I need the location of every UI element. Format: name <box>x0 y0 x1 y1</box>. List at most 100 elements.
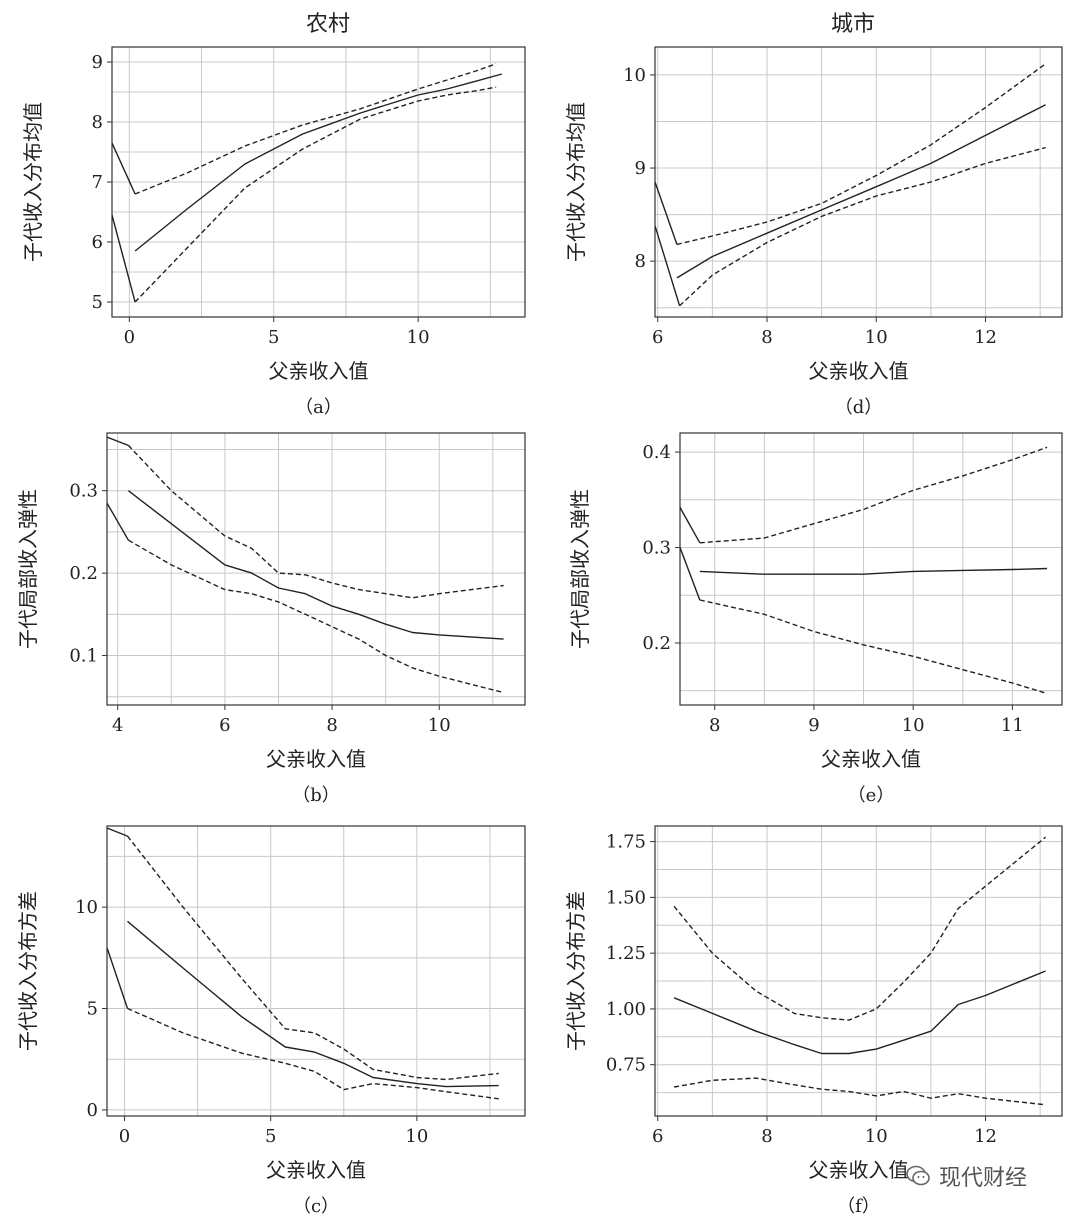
y-axis-label: 子代收入分布方差 <box>564 891 588 1051</box>
x-tick-label: 10 <box>865 1126 888 1147</box>
x-tick-label: 5 <box>265 1126 276 1147</box>
x-tick-label: 0 <box>119 1126 130 1147</box>
y-tick-label: 9 <box>635 158 646 179</box>
estimate-line-4 <box>655 225 681 307</box>
estimate-line-4 <box>107 502 130 541</box>
gridlines <box>655 47 1062 317</box>
y-tick-label: 0.3 <box>642 538 671 559</box>
panel-caption: （d） <box>835 397 883 418</box>
x-tick-label: 4 <box>112 715 123 736</box>
y-tick-label: 0.4 <box>642 442 671 463</box>
y-tick-label: 9 <box>92 52 103 73</box>
panel-caption: （c） <box>293 1196 339 1217</box>
y-tick-label: 0.3 <box>69 481 98 502</box>
x-tick-label: 9 <box>808 715 819 736</box>
estimate-line-0 <box>127 920 499 1088</box>
panel-f: 6 8 10 12 0.75 1.00 1.25 1.50 1.75 父亲收入值 子代收入分布方差 （… <box>564 825 1063 1217</box>
wechat-icon <box>906 1165 930 1186</box>
x-tick-label: 10 <box>902 715 925 736</box>
x-tick-label: 8 <box>761 327 772 348</box>
x-tick-label: 6 <box>652 327 663 348</box>
plot-frame <box>654 825 1063 1117</box>
gridlines <box>107 826 525 1116</box>
x-tick-label: 11 <box>1001 715 1024 736</box>
confidence-band-line-1 <box>126 835 499 1081</box>
panel-caption: （e） <box>848 785 895 806</box>
panel-c: 0 5 10 0 5 10 父亲收入值 子代收入分布方差 （c） <box>16 825 526 1217</box>
panel-d: 6 8 10 12 8 9 10 父亲收入值 子代收入分布均值 （d） <box>564 46 1063 418</box>
y-axis-label: 子代收入分布均值 <box>564 102 588 262</box>
estimate-line-4 <box>112 214 136 303</box>
y-axis-label: 子代局部收入弹性 <box>16 489 40 649</box>
x-tick-label: 8 <box>709 715 720 736</box>
x-tick-label: 6 <box>219 715 230 736</box>
x-axis-label: 父亲收入值 <box>809 359 909 383</box>
y-tick-label: 0.2 <box>69 563 98 584</box>
y-axis-label: 子代收入分布方差 <box>16 891 40 1051</box>
x-tick-label: 12 <box>974 327 997 348</box>
column-title-urban: 城市 <box>831 12 875 37</box>
confidence-band-line-1 <box>134 63 497 195</box>
estimate-line-3 <box>112 142 136 195</box>
y-tick-label: 0.2 <box>642 633 671 654</box>
axis-ticks: 8 9 10 11 0.2 0.3 0.4 <box>642 442 1023 736</box>
y-tick-label: 0 <box>87 1100 98 1121</box>
y-tick-label: 1.00 <box>606 999 646 1020</box>
estimate-line-3 <box>655 181 678 245</box>
confidence-band-line-2 <box>679 146 1046 307</box>
gridlines <box>112 47 525 317</box>
estimate-line-0 <box>134 73 503 252</box>
panel-caption: （a） <box>295 397 342 418</box>
x-tick-label: 10 <box>405 1126 428 1147</box>
estimate-line-0 <box>673 970 1046 1055</box>
estimate-line-3 <box>680 507 701 544</box>
axis-ticks: 6 8 10 12 8 9 10 <box>623 65 997 348</box>
x-tick-label: 12 <box>974 1126 997 1147</box>
series-group <box>680 446 1048 695</box>
x-tick-label: 6 <box>652 1126 663 1147</box>
y-tick-label: 8 <box>635 251 646 272</box>
panel-e: 8 9 10 11 0.2 0.3 0.4 父亲收入值 子代局部收入弹性 （e） <box>568 432 1063 806</box>
confidence-band-line-2 <box>699 599 1048 695</box>
x-tick-label: 8 <box>326 715 337 736</box>
axis-ticks: 6 8 10 12 0.75 1.00 1.25 1.50 1.75 <box>606 832 997 1147</box>
estimate-line-4 <box>107 947 129 1009</box>
x-axis-label: 父亲收入值 <box>269 359 369 383</box>
estimate-line-3 <box>107 827 128 837</box>
y-axis-label: 子代收入分布均值 <box>21 102 45 262</box>
estimate-line-0 <box>676 104 1046 279</box>
confidence-band-line-2 <box>127 1007 499 1100</box>
x-tick-label: 0 <box>124 327 135 348</box>
x-axis-label: 父亲收入值 <box>266 1158 366 1182</box>
x-tick-label: 10 <box>428 715 451 736</box>
confidence-band-line-2 <box>134 86 497 303</box>
estimate-line-0 <box>127 490 504 640</box>
watermark-text: 现代财经 <box>939 1166 1028 1191</box>
estimate-line-4 <box>680 547 701 601</box>
y-tick-label: 10 <box>623 65 646 86</box>
series-group <box>655 63 1047 307</box>
y-tick-label: 6 <box>92 232 103 253</box>
panel-caption: （b） <box>292 785 340 806</box>
gridlines <box>655 826 1062 1116</box>
estimate-line-3 <box>107 436 129 447</box>
plot-frame <box>106 825 526 1117</box>
column-title-rural: 农村 <box>306 12 350 37</box>
confidence-band-line-2 <box>673 1077 1046 1106</box>
y-tick-label: 10 <box>75 897 98 918</box>
series-group <box>673 836 1047 1106</box>
confidence-band-line-2 <box>128 539 504 694</box>
series-group <box>107 827 499 1100</box>
confidence-band-line-1 <box>127 444 504 599</box>
x-axis-label: 父亲收入值 <box>266 747 366 771</box>
confidence-band-line-1 <box>673 836 1047 1021</box>
y-axis-label: 子代局部收入弹性 <box>568 489 592 649</box>
x-tick-label: 5 <box>268 327 279 348</box>
x-tick-label: 8 <box>761 1126 772 1147</box>
axis-ticks: 0 5 10 0 5 10 <box>75 897 428 1147</box>
y-tick-label: 5 <box>92 292 103 313</box>
x-axis-label: 父亲收入值 <box>809 1158 909 1182</box>
